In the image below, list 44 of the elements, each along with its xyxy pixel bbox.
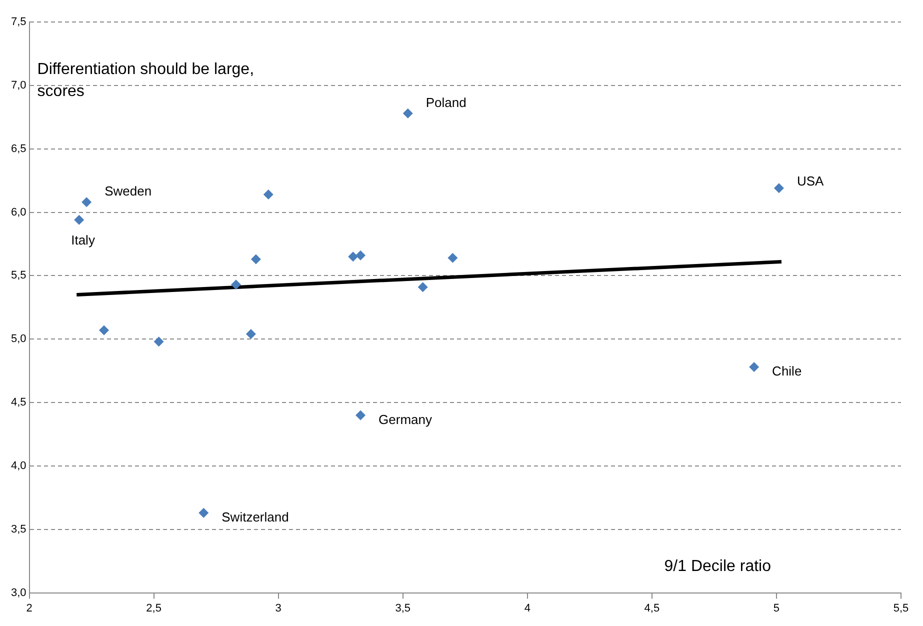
y-tick-label: 4,5: [10, 396, 26, 409]
y-tick-label: 6,0: [10, 206, 26, 218]
y-tick-label: 5,5: [10, 270, 26, 282]
point: [263, 190, 274, 200]
point: [198, 508, 209, 518]
point: [250, 254, 261, 264]
x-tick-label: 3: [275, 602, 282, 614]
annotation: Chile: [772, 364, 802, 379]
y-tick-label: 7,5: [10, 16, 26, 28]
point: [402, 108, 413, 118]
point: [356, 250, 366, 260]
y-tick-label: 3,5: [10, 523, 26, 536]
point: [348, 252, 358, 262]
point: [82, 197, 92, 208]
x-tick-label: 2,5: [146, 602, 162, 614]
y-axis-title: Differentiation should be large, scores: [37, 61, 254, 100]
x-tick-label: 4: [524, 602, 530, 614]
y-tick-label: 5,0: [10, 333, 26, 346]
point: [749, 362, 760, 372]
point: [154, 336, 164, 347]
x-tick-label: 5,5: [893, 602, 909, 614]
y-tick-label: 7,0: [10, 79, 26, 92]
x-axis-title: 9/1 Decile ratio: [664, 558, 772, 575]
y-tick-label: 6,5: [10, 142, 26, 155]
annotation: Sweden: [104, 184, 152, 199]
x-tick-label: 3,5: [395, 602, 411, 614]
annotation: Germany: [378, 412, 432, 427]
annotation: USA: [796, 174, 824, 189]
annotation: Poland: [426, 94, 466, 110]
x-tick-label: 2: [26, 602, 32, 614]
x-tick-label: 4,5: [644, 602, 660, 614]
point: [356, 410, 366, 420]
point: [246, 329, 256, 340]
point: [774, 183, 784, 194]
point: [99, 325, 110, 336]
point: [231, 280, 242, 290]
annotation: Italy: [71, 232, 96, 248]
y-tick-label: 4,0: [10, 460, 26, 472]
point: [448, 252, 458, 263]
x-tick-label: 5: [773, 602, 780, 614]
y-tick-label: 3,0: [10, 586, 26, 599]
point: [418, 282, 428, 292]
annotation: Switzerland: [222, 509, 289, 524]
point: [74, 214, 84, 225]
